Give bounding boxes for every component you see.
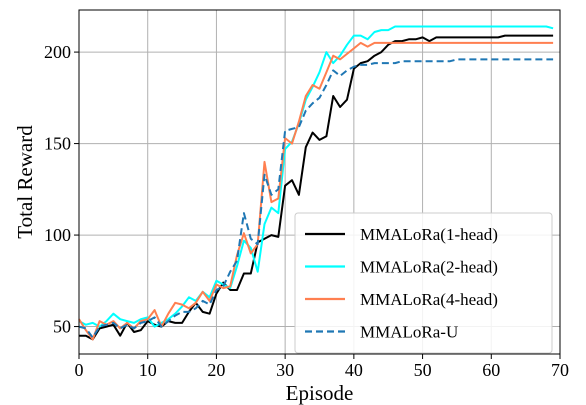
x-axis-title: Episode: [286, 381, 354, 405]
x-tick-label: 0: [75, 360, 84, 380]
x-tick-label: 50: [414, 360, 432, 380]
series-line: [78, 25, 554, 328]
series-layer: [78, 25, 554, 341]
plot-frame: [78, 9, 561, 355]
x-tick-label: 60: [482, 360, 500, 380]
x-tick-label: 30: [276, 360, 294, 380]
y-axis-title: Total Reward: [13, 125, 37, 239]
x-tick-label: 10: [139, 360, 157, 380]
x-tick-label: 70: [551, 360, 569, 380]
series-line: [78, 41, 554, 341]
legend-label: MMALoRa(1-head): [360, 225, 498, 244]
legend-label: MMALoRa(4-head): [360, 290, 498, 309]
y-axis-ticks: 50 100 150 200: [44, 42, 79, 337]
y-tick-label: 200: [44, 42, 71, 62]
y-tick-label: 150: [44, 134, 71, 154]
legend-label: MMALoRa-U: [360, 323, 458, 342]
legend-label: MMALoRa(2-head): [360, 258, 498, 277]
legend-box: [294, 212, 553, 354]
series-line: [78, 58, 554, 339]
x-axis-ticks: 0 10 20 30 40 50 60 70: [75, 354, 569, 380]
legend: MMALoRa(1-head) MMALoRa(2-head) MMALoRa(4-…: [294, 212, 553, 354]
y-tick-label: 50: [53, 317, 71, 337]
x-tick-label: 20: [207, 360, 225, 380]
y-tick-label: 100: [44, 225, 71, 245]
x-tick-label: 40: [345, 360, 363, 380]
